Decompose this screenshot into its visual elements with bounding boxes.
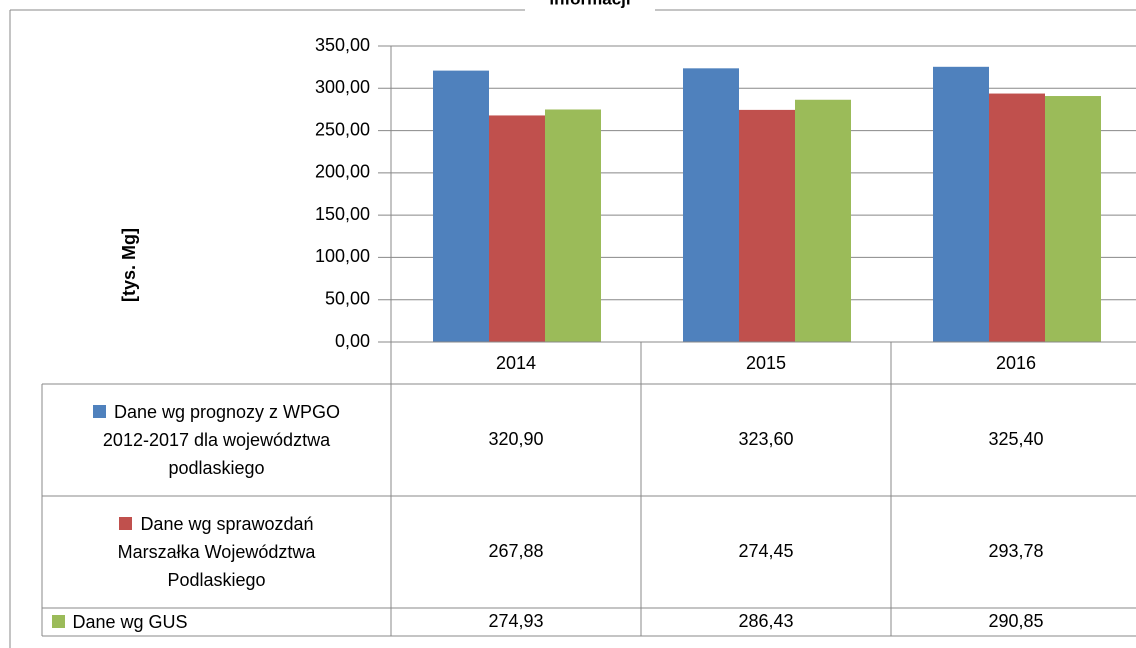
legend-entry: Dane wg prognozy z WPGO 2012-2017 dla wo… [86, 398, 348, 482]
bar [989, 93, 1045, 343]
bar [739, 109, 795, 343]
bar [489, 115, 545, 342]
table-value: 293,78 [988, 541, 1043, 561]
chart-title: informacji [549, 0, 630, 8]
y-tick-label: 150,00 [315, 204, 370, 224]
bar [545, 109, 601, 343]
bar [433, 70, 489, 342]
table-value: 325,40 [988, 429, 1043, 449]
y-tick-label: 250,00 [315, 119, 370, 139]
bar [683, 68, 739, 343]
y-tick-label: 50,00 [325, 288, 370, 308]
legend-swatch [92, 405, 106, 418]
legend-label: Dane wg prognozy z WPGO 2012-2017 dla wo… [102, 402, 341, 478]
legend-entry: Dane wg GUS [51, 608, 382, 636]
table-value: 323,60 [738, 429, 793, 449]
y-tick-label: 0,00 [335, 331, 370, 351]
legend-swatch [119, 517, 133, 530]
legend-label: Dane wg GUS [72, 612, 188, 632]
y-tick-label: 300,00 [315, 77, 370, 97]
bar [1045, 96, 1101, 342]
y-tick-label: 350,00 [315, 35, 370, 55]
table-value: 320,90 [488, 429, 543, 449]
bar [795, 99, 851, 342]
table-value: 274,45 [738, 541, 793, 561]
legend-cell: Dane wg prognozy z WPGO 2012-2017 dla wo… [42, 384, 391, 496]
table-value: 267,88 [488, 541, 543, 561]
table-value: 274,93 [488, 611, 543, 631]
bar [933, 66, 989, 343]
y-tick-label: 100,00 [315, 246, 370, 266]
legend-entry: Dane wg sprawozdań Marszałka Województwa… [86, 510, 348, 594]
legend-cell: Dane wg sprawozdań Marszałka Województwa… [42, 496, 391, 608]
legend-cell: Dane wg GUS [42, 608, 391, 636]
table-value: 286,43 [738, 611, 793, 631]
x-tick-label: 2014 [496, 353, 536, 373]
legend-swatch [51, 615, 65, 628]
x-tick-label: 2015 [746, 353, 786, 373]
x-tick-label: 2016 [996, 353, 1036, 373]
legend-label: Dane wg sprawozdań Marszałka Województwa… [117, 514, 316, 590]
y-axis-label: [tys. Mg] [119, 228, 139, 302]
table-value: 290,85 [988, 611, 1043, 631]
y-tick-label: 200,00 [315, 162, 370, 182]
